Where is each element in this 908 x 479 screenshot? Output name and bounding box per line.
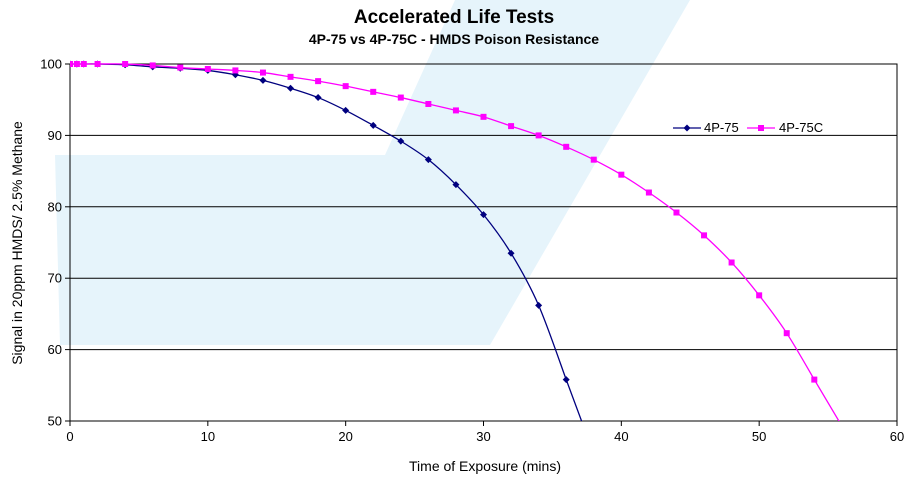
series-4p-75c bbox=[70, 61, 840, 421]
y-tick-label: 60 bbox=[48, 342, 62, 357]
series-layer bbox=[70, 60, 840, 421]
data-point bbox=[94, 61, 101, 67]
data-point bbox=[122, 61, 129, 67]
data-point bbox=[204, 65, 211, 72]
data-point bbox=[783, 330, 790, 337]
data-point bbox=[425, 100, 432, 107]
y-tick-label: 90 bbox=[48, 128, 62, 143]
data-point bbox=[590, 156, 597, 163]
data-point bbox=[507, 249, 515, 257]
data-point bbox=[73, 61, 80, 67]
x-tick-label: 30 bbox=[476, 429, 490, 444]
data-point bbox=[562, 376, 570, 384]
watermark bbox=[55, 0, 690, 345]
data-point bbox=[232, 67, 239, 74]
legend-marker-4p-75c bbox=[758, 125, 764, 131]
data-point bbox=[149, 62, 156, 69]
x-tick-label: 20 bbox=[338, 429, 352, 444]
data-point bbox=[811, 376, 818, 383]
y-axis-label: Signal in 20ppm HMDS/ 2.5% Methane bbox=[9, 121, 25, 365]
legend: 4P-75 4P-75C bbox=[673, 120, 823, 135]
legend-marker-4p-75 bbox=[683, 124, 691, 132]
data-point bbox=[673, 209, 680, 216]
legend-label-4p-75: 4P-75 bbox=[704, 120, 739, 135]
data-point bbox=[452, 181, 460, 189]
chart-title: Accelerated Life Tests bbox=[354, 7, 554, 28]
data-point bbox=[452, 107, 459, 114]
x-tick-label: 60 bbox=[890, 429, 904, 444]
data-point bbox=[618, 171, 625, 178]
data-point bbox=[259, 69, 266, 76]
data-point bbox=[397, 94, 404, 101]
y-axis: 50 60 70 80 90 100 bbox=[40, 57, 70, 429]
data-point bbox=[508, 123, 515, 130]
x-tick-label: 0 bbox=[66, 429, 73, 444]
data-point bbox=[535, 301, 543, 309]
legend-label-4p-75c: 4P-75C bbox=[779, 120, 823, 135]
x-tick-label: 10 bbox=[201, 429, 215, 444]
chart-subtitle: 4P-75 vs 4P-75C - HMDS Poison Resistance bbox=[309, 31, 599, 47]
data-point bbox=[370, 88, 377, 95]
data-point bbox=[480, 211, 487, 219]
y-tick-label: 70 bbox=[48, 271, 62, 286]
data-point bbox=[645, 189, 652, 196]
data-point bbox=[287, 73, 294, 80]
data-point bbox=[287, 84, 295, 92]
data-point bbox=[424, 156, 432, 164]
data-point bbox=[342, 83, 349, 90]
gridlines bbox=[70, 134, 897, 351]
data-point bbox=[535, 132, 542, 139]
data-point bbox=[369, 121, 377, 129]
data-point bbox=[177, 64, 184, 71]
x-tick-label: 50 bbox=[752, 429, 766, 444]
data-point bbox=[342, 106, 350, 114]
data-point bbox=[563, 143, 570, 150]
data-point bbox=[315, 78, 322, 85]
data-point bbox=[728, 259, 735, 266]
x-axis-label: Time of Exposure (mins) bbox=[409, 458, 561, 474]
y-tick-label: 50 bbox=[48, 414, 62, 429]
data-point bbox=[70, 61, 73, 67]
data-point bbox=[80, 61, 87, 67]
data-point bbox=[314, 94, 322, 102]
data-point bbox=[259, 76, 267, 84]
data-point bbox=[480, 113, 487, 120]
y-tick-label: 80 bbox=[48, 199, 62, 214]
data-point bbox=[756, 292, 763, 299]
x-tick-label: 40 bbox=[614, 429, 628, 444]
data-point bbox=[701, 232, 708, 239]
x-axis: 0 10 20 30 40 50 60 bbox=[66, 421, 904, 444]
data-point bbox=[397, 137, 405, 145]
y-tick-label: 100 bbox=[40, 57, 62, 72]
